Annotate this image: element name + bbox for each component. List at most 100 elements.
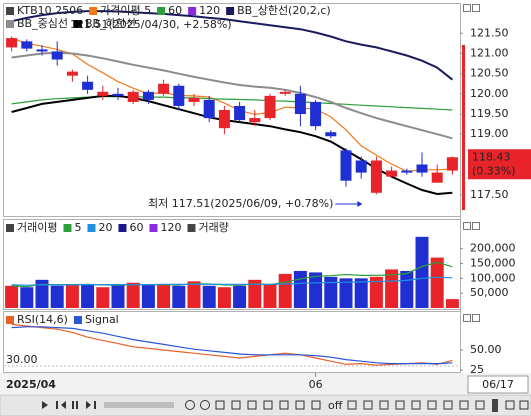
legend-label: 60 — [168, 4, 182, 17]
button-tool[interactable] — [363, 400, 373, 410]
button-tool[interactable] — [443, 400, 453, 410]
volume-bar — [96, 287, 110, 308]
y-tick-label: 200,000 — [470, 242, 516, 255]
y-tick-label: 150,000 — [470, 257, 516, 270]
volume-bar — [233, 285, 247, 308]
x-tick-label: 06 — [309, 378, 323, 391]
panel-button[interactable] — [463, 314, 471, 322]
candle-body — [310, 101, 322, 127]
legend-label: 120 — [199, 4, 220, 17]
candle-body — [66, 71, 78, 76]
volume-bar — [445, 299, 459, 308]
button-tool[interactable] — [475, 400, 485, 410]
last-price-box — [468, 149, 531, 180]
volume-bar — [324, 276, 338, 308]
volume-bar — [35, 279, 49, 308]
button-pause[interactable] — [76, 401, 78, 409]
button-prev[interactable] — [42, 401, 48, 409]
volume-bar — [415, 236, 429, 308]
button-tool[interactable] — [347, 400, 357, 410]
candle-body — [416, 164, 428, 173]
volume-bar — [217, 287, 231, 308]
legend-label: 가격이평 5 — [100, 4, 151, 17]
y-tick-label: 120.50 — [470, 67, 509, 80]
min-annotation: 최저 117.51(2025/06/09, +0.78%) — [148, 197, 333, 210]
panel-button[interactable] — [472, 4, 480, 12]
volume-bar — [278, 273, 292, 308]
y-tick-label: 120.00 — [470, 87, 509, 100]
toolbar — [0, 394, 531, 416]
button-first[interactable] — [56, 401, 58, 409]
y-tick-label: 119.50 — [470, 107, 509, 120]
button-pause[interactable] — [72, 401, 74, 409]
candle-body — [97, 91, 109, 96]
last-price: 118.43 — [472, 150, 511, 163]
button-tool[interactable] — [427, 400, 437, 410]
button-tool[interactable] — [395, 400, 405, 410]
button-tool[interactable] — [311, 400, 321, 410]
candle-body — [401, 170, 413, 173]
toolbar-off[interactable]: off — [328, 399, 343, 412]
button-zoom-out[interactable] — [185, 400, 195, 410]
volume-bar — [430, 257, 444, 308]
volume-bar — [385, 269, 399, 308]
button-tool[interactable] — [459, 400, 469, 410]
button-tool[interactable] — [519, 400, 529, 410]
button-tool[interactable] — [295, 400, 305, 410]
legend-swatch — [188, 7, 197, 15]
scroll-track[interactable] — [104, 402, 174, 408]
button-tool[interactable] — [263, 400, 273, 410]
candle-body — [325, 132, 337, 137]
legend-swatch — [63, 224, 72, 232]
panel-button[interactable] — [472, 222, 480, 230]
y-tick-label: 50.00 — [470, 343, 502, 356]
button-tool[interactable] — [505, 400, 515, 410]
legend-swatch — [87, 224, 96, 232]
legend-label: Signal — [85, 313, 119, 326]
volume-bar — [157, 284, 171, 308]
volume-bar — [400, 270, 414, 308]
legend-label: 거래량 — [198, 221, 228, 234]
button-last[interactable] — [94, 401, 96, 409]
button-tool[interactable] — [379, 400, 389, 410]
last-change: (0.33%) — [472, 164, 516, 177]
candle-body — [234, 105, 246, 121]
volume-bar — [354, 278, 368, 308]
y-tick-label: 117.50 — [470, 188, 509, 201]
panel-button[interactable] — [463, 4, 471, 12]
reference-label: 30.00 — [6, 353, 38, 366]
button-tool[interactable] — [411, 400, 421, 410]
button-zoom-in[interactable] — [200, 400, 210, 410]
toolbar-icons — [42, 399, 529, 412]
panel-button[interactable] — [463, 222, 471, 230]
legend-label: 60 — [129, 221, 143, 234]
legend-swatch — [73, 316, 82, 324]
volume-bar — [141, 284, 155, 308]
series-line — [11, 326, 453, 365]
volume-bar — [309, 272, 323, 308]
candle-body — [355, 160, 367, 173]
button-tool[interactable] — [247, 400, 257, 410]
button-tool[interactable] — [279, 400, 289, 410]
button-forward[interactable] — [86, 401, 91, 409]
min-arrow-head — [357, 201, 363, 207]
legend-swatch — [6, 224, 14, 232]
panel-button[interactable] — [472, 314, 480, 322]
button-tool[interactable] — [231, 400, 241, 410]
candle-body — [446, 157, 458, 171]
button-tool[interactable] — [215, 400, 225, 410]
legend-label: 120 — [160, 221, 181, 234]
volume-bar — [81, 284, 95, 308]
button-back[interactable] — [61, 401, 66, 409]
volume-bar — [111, 284, 125, 308]
legend-label: 20 — [98, 221, 112, 234]
candle-body — [6, 38, 18, 48]
candle-body — [386, 170, 398, 177]
candle-body — [340, 150, 352, 181]
candle-body — [112, 93, 124, 96]
button-tool[interactable] — [492, 399, 498, 412]
volume-bar — [202, 285, 216, 308]
